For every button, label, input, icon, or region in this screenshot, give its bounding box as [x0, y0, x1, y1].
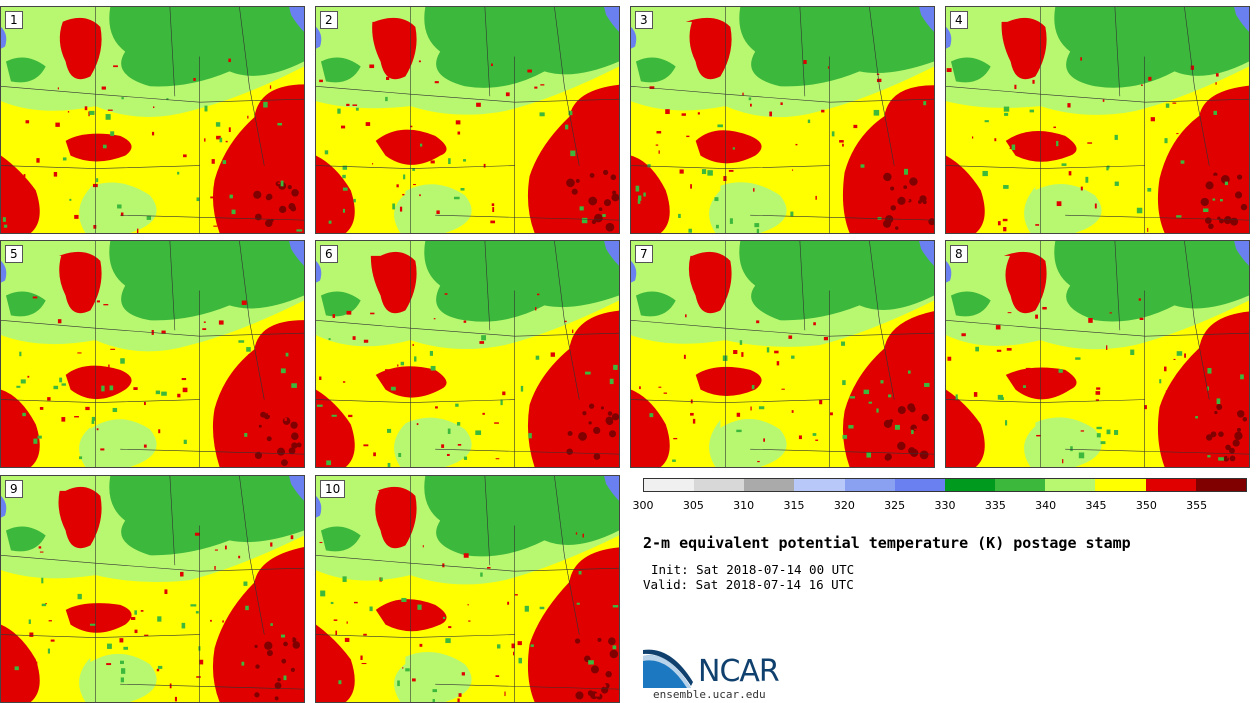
ensemble-map	[316, 476, 619, 702]
colorbar-segment	[644, 479, 695, 491]
ensemble-map	[631, 241, 934, 467]
colorbar-tick-label: 325	[884, 499, 906, 512]
member-label: 7	[635, 245, 653, 263]
member-panel-2[interactable]: 2	[315, 6, 620, 234]
colorbar-tick-label: 330	[934, 499, 956, 512]
ncar-logo-icon	[643, 649, 693, 688]
colorbar-tick-label: 340	[1035, 499, 1057, 512]
member-panel-8[interactable]: 8	[945, 240, 1250, 468]
colorbar-tick-label: 310	[733, 499, 755, 512]
member-label: 1	[5, 11, 23, 29]
site-url: ensemble.ucar.edu	[653, 688, 766, 701]
colorbar-tick-label: 335	[984, 499, 1006, 512]
colorbar-tick-label: 345	[1085, 499, 1107, 512]
colorbar-segment	[944, 479, 996, 491]
init-time: Init: Sat 2018-07-14 00 UTC	[651, 562, 855, 577]
colorbar-segment	[894, 479, 945, 491]
member-label: 5	[5, 245, 23, 263]
ensemble-map	[631, 7, 934, 233]
colorbar-segment	[1045, 479, 1096, 491]
member-label: 9	[5, 480, 23, 498]
colorbar-tick-label: 355	[1186, 499, 1208, 512]
member-label: 2	[320, 11, 338, 29]
member-label: 4	[950, 11, 968, 29]
colorbar-segment	[744, 479, 795, 491]
ensemble-map	[946, 241, 1249, 467]
member-panel-10[interactable]: 10	[315, 475, 620, 703]
colorbar-tick-label: 320	[833, 499, 855, 512]
member-label: 6	[320, 245, 338, 263]
colorbar-tick-label: 315	[783, 499, 805, 512]
colorbar-tick-label: 300	[632, 499, 654, 512]
colorbar-segment	[1145, 479, 1196, 491]
ensemble-map	[1, 476, 304, 702]
colorbar-tick-label: 305	[682, 499, 704, 512]
member-panel-9[interactable]: 9	[0, 475, 305, 703]
colorbar-segment	[995, 479, 1046, 491]
member-label: 3	[635, 11, 653, 29]
colorbar-segment	[844, 479, 895, 491]
member-label: 10	[320, 480, 346, 498]
colorbar-segment	[1095, 479, 1146, 491]
ensemble-map	[316, 241, 619, 467]
ncar-logo-text: NCAR	[698, 654, 780, 689]
colorbar-segment	[694, 479, 745, 491]
colorbar-segment	[1195, 479, 1246, 491]
ensemble-map	[946, 7, 1249, 233]
colorbar	[643, 478, 1247, 492]
plot-title: 2-m equivalent potential temperature (K)…	[643, 534, 1131, 552]
ensemble-map	[316, 7, 619, 233]
member-panel-1[interactable]: 1	[0, 6, 305, 234]
valid-time: Valid: Sat 2018-07-14 16 UTC	[643, 577, 854, 592]
ensemble-map	[1, 7, 304, 233]
colorbar-segment	[794, 479, 845, 491]
member-panel-3[interactable]: 3	[630, 6, 935, 234]
member-panel-7[interactable]: 7	[630, 240, 935, 468]
ensemble-map	[1, 241, 304, 467]
colorbar-tick-label: 350	[1135, 499, 1157, 512]
member-panel-4[interactable]: 4	[945, 6, 1250, 234]
member-panel-6[interactable]: 6	[315, 240, 620, 468]
member-label: 8	[950, 245, 968, 263]
member-panel-5[interactable]: 5	[0, 240, 305, 468]
